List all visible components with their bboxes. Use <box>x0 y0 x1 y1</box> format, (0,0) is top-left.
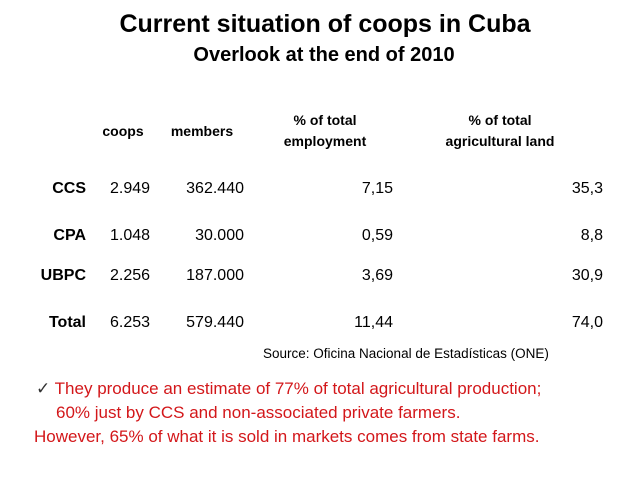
bullet-line-2: 60% just by CCS and non-associated priva… <box>56 403 461 422</box>
row-label: CPA <box>53 227 86 244</box>
bullet-text-1: They produce an estimate of 77% of total… <box>54 379 542 398</box>
coops-value: 2.256 <box>110 267 151 284</box>
coops-value: 6.253 <box>110 314 151 331</box>
coops-value: 1.048 <box>110 227 151 244</box>
employment-value: 11,44 <box>354 314 393 331</box>
employment-value: 3,69 <box>361 267 393 284</box>
row-label: UBPC <box>40 267 86 284</box>
coops-value: 2.949 <box>110 180 151 197</box>
header-land-line1: % of total <box>468 112 532 128</box>
bullet-line-1: ✓ They produce an estimate of 77% of tot… <box>36 377 541 401</box>
slide-title: Current situation of coops in Cuba <box>119 10 531 38</box>
check-icon: ✓ <box>36 379 51 398</box>
header-coops: coops <box>102 123 144 139</box>
source-note: Source: Oficina Nacional de Estadísticas… <box>263 346 549 361</box>
header-employment: % of total employment <box>255 110 395 152</box>
members-value: 187.000 <box>186 267 244 284</box>
header-employment-line1: % of total <box>293 112 357 128</box>
members-value: 30.000 <box>195 227 244 244</box>
header-employment-line2: employment <box>283 133 367 149</box>
slide-subtitle: Overlook at the end of 2010 <box>193 44 455 66</box>
header-land-line2: agricultural land <box>445 133 555 149</box>
land-value: 30,9 <box>571 267 603 284</box>
members-value: 362.440 <box>186 180 244 197</box>
employment-value: 7,15 <box>361 180 393 197</box>
note-line-3: However, 65% of what it is sold in marke… <box>34 427 540 446</box>
employment-value: 0,59 <box>361 227 393 244</box>
header-land: % of total agricultural land <box>420 110 580 152</box>
land-value: 74,0 <box>571 314 603 331</box>
row-label: Total <box>48 314 86 331</box>
row-label: CCS <box>52 180 86 197</box>
summary-notes: ✓ They produce an estimate of 77% of tot… <box>34 377 541 449</box>
header-members: members <box>170 123 234 139</box>
members-value: 579.440 <box>186 314 244 331</box>
land-value: 35,3 <box>571 180 603 197</box>
land-value: 8,8 <box>580 227 603 244</box>
